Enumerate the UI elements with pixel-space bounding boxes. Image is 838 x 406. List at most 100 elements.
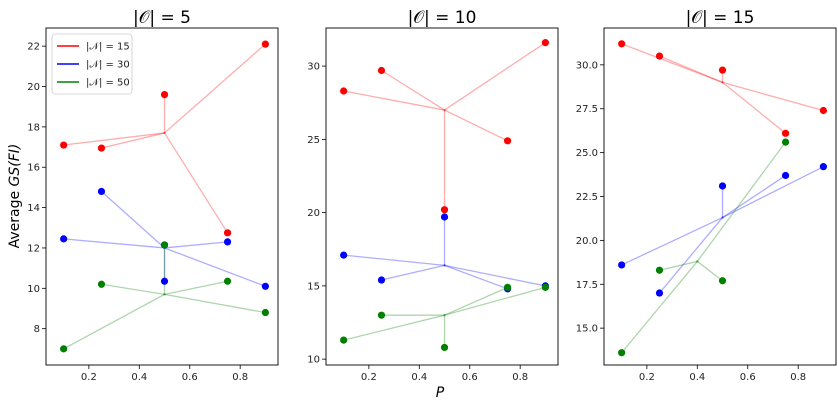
- data-point: [223, 277, 232, 285]
- y-axis-label: Average GS(FI): [7, 144, 23, 249]
- data-point: [60, 235, 68, 243]
- hub-point: [721, 216, 724, 219]
- y-tick-label: 15: [307, 281, 320, 292]
- y-axis-label-math: GS(FI): [7, 144, 23, 187]
- connector-line: [381, 264, 445, 281]
- data-point: [223, 238, 232, 246]
- data-point: [160, 277, 169, 285]
- x-tick-label: 0.2: [361, 372, 377, 383]
- connector-line: [444, 264, 508, 290]
- data-point: [618, 40, 626, 48]
- connector-line: [63, 293, 165, 350]
- x-tick-label: 0.8: [512, 372, 528, 383]
- panel-title: |𝒪| = 15: [686, 8, 755, 28]
- x-tick-label: 0.6: [740, 372, 756, 383]
- data-point: [340, 87, 348, 95]
- connector-line: [444, 42, 546, 111]
- data-point: [160, 241, 169, 249]
- x-tick-label: 0.2: [639, 372, 655, 383]
- connector-line: [101, 132, 165, 149]
- connector-line: [164, 241, 228, 249]
- connector-line: [621, 43, 723, 84]
- x-tick-label: 0.4: [689, 372, 705, 383]
- data-point: [718, 66, 727, 74]
- data-point: [440, 206, 449, 214]
- hub-point: [443, 108, 446, 112]
- data-point: [97, 280, 106, 288]
- connector-line: [696, 260, 723, 282]
- data-point: [97, 144, 106, 152]
- data-point: [781, 138, 790, 146]
- data-point: [541, 39, 549, 47]
- data-point: [618, 261, 626, 269]
- data-point: [618, 349, 626, 357]
- data-point: [781, 129, 790, 137]
- connector-line: [659, 55, 723, 84]
- data-point: [655, 266, 664, 274]
- data-point: [60, 141, 68, 149]
- data-point: [377, 276, 386, 284]
- connector-line: [659, 260, 698, 271]
- y-tick-label: 20.0: [576, 236, 598, 247]
- x-tick-label: 0.8: [790, 372, 806, 383]
- data-point: [819, 163, 827, 171]
- y-tick-label: 30.0: [576, 60, 598, 71]
- panel-1: 0.2 0.4 0.6 0.8 8 10 12 14 16 18 20 22 |𝒪| = 5: [27, 8, 279, 383]
- y-tick-label: 17.5: [576, 280, 598, 291]
- connector-line: [444, 109, 508, 142]
- legend-label: |𝒩| = 30: [86, 60, 130, 71]
- connector-line: [343, 254, 445, 267]
- data-point: [223, 229, 232, 237]
- y-tick-label: 20: [27, 82, 40, 93]
- hub-point: [721, 81, 724, 84]
- hub-point: [696, 260, 699, 263]
- y-tick-label: 25.0: [576, 148, 598, 159]
- hub-point: [443, 264, 446, 267]
- data-point: [718, 277, 727, 285]
- data-point: [655, 52, 664, 60]
- connector-line: [621, 216, 723, 266]
- panel-3: 0.2 0.4 0.6 0.8 15.0 17.5 20.0 22.5 25.0 27.5 30.0…: [576, 8, 837, 383]
- connector-line: [164, 280, 228, 296]
- connector-line: [63, 238, 165, 249]
- data-point: [261, 282, 269, 290]
- connector-line: [381, 69, 445, 111]
- connector-line: [444, 286, 508, 316]
- data-point: [440, 213, 449, 221]
- connector-line: [658, 217, 724, 294]
- y-tick-label: 10: [27, 284, 40, 295]
- y-tick-label: 14: [27, 203, 40, 214]
- y-tick-label: 20: [307, 208, 320, 219]
- legend-label: |𝒩| = 50: [86, 78, 130, 89]
- data-point: [655, 289, 664, 297]
- x-axis-label: P: [436, 385, 445, 401]
- data-point: [781, 171, 790, 180]
- panel-title: |𝒪| = 10: [408, 8, 477, 28]
- data-point: [718, 182, 727, 190]
- hub-point: [163, 131, 166, 135]
- data-point: [541, 283, 549, 291]
- data-point: [340, 251, 348, 259]
- data-point: [440, 343, 449, 352]
- data-point: [340, 336, 348, 344]
- connector-line: [696, 141, 787, 262]
- connector-line: [63, 132, 165, 146]
- y-tick-label: 25: [307, 135, 320, 146]
- y-tick-label: 22.5: [576, 192, 598, 203]
- hub-point: [163, 293, 166, 296]
- y-tick-label: 22: [27, 42, 40, 53]
- panel-title: |𝒪| = 5: [133, 8, 191, 28]
- x-tick-label: 0.4: [131, 372, 147, 383]
- connector-line: [722, 166, 824, 219]
- y-tick-label: 27.5: [576, 104, 598, 115]
- data-point: [819, 106, 827, 115]
- legend-box: [51, 33, 133, 95]
- axes-frame: [45, 27, 279, 366]
- connector-line: [163, 132, 229, 234]
- connector-line: [164, 247, 266, 287]
- data-point: [160, 90, 169, 99]
- x-tick-label: 0.6: [462, 372, 478, 383]
- data-point: [503, 283, 512, 291]
- connector-line: [722, 81, 824, 112]
